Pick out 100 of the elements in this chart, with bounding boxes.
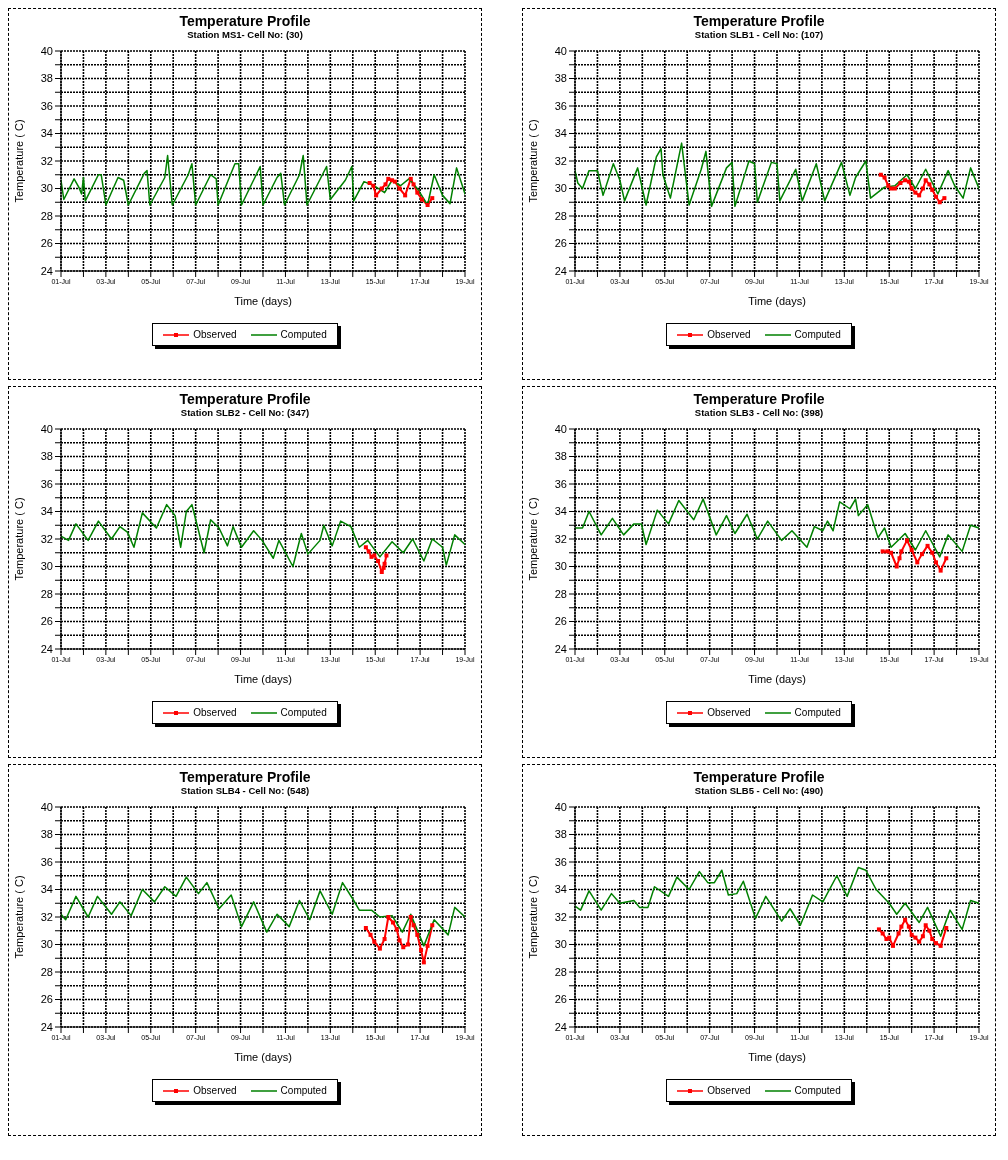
chart-subtitle: Station SLB2 - Cell No: (347): [179, 407, 311, 419]
y-axis-title: Temperature ( C): [12, 119, 25, 203]
point: [366, 549, 371, 554]
point: [890, 943, 895, 948]
point: [925, 543, 930, 548]
point: [909, 186, 914, 191]
y-tick-label: 28: [40, 587, 53, 600]
point: [933, 560, 938, 565]
point: [876, 927, 881, 932]
point: [915, 560, 920, 565]
point: [942, 196, 947, 201]
chart-title: Temperature Profile: [178, 13, 312, 29]
point: [880, 549, 885, 554]
y-axis-title: Temperature ( C): [12, 497, 25, 581]
y-tick-label: 24: [40, 264, 53, 277]
y-tick-label: 40: [554, 422, 567, 435]
legend-label: Observed: [707, 1085, 751, 1096]
legend-label: Observed: [707, 329, 751, 340]
point: [411, 923, 416, 928]
point: [923, 923, 928, 928]
y-axis-title: Temperature ( C): [526, 497, 539, 581]
y-tick-label: 34: [554, 127, 567, 140]
point: [363, 545, 368, 550]
y-tick-label: 34: [554, 883, 567, 896]
point: [906, 179, 911, 184]
y-tick-label: 32: [40, 154, 53, 167]
chart-subtitle: Station SLB3 - Cell No: (398): [693, 407, 825, 419]
point: [930, 937, 935, 941]
y-tick-label: 38: [40, 450, 53, 463]
point: [880, 931, 885, 936]
point: [383, 182, 388, 187]
chart-title: Temperature Profile: [178, 769, 312, 785]
y-tick-label: 28: [554, 965, 567, 978]
chart-title: Temperature Profile: [178, 391, 312, 407]
point: [411, 182, 416, 187]
point: [374, 193, 379, 198]
point: [878, 172, 883, 177]
y-tick-label: 38: [40, 828, 53, 841]
point: [397, 186, 402, 191]
legend-label: Computed: [794, 329, 841, 340]
x-axis-title: Time (days): [748, 295, 806, 307]
point: [381, 565, 386, 570]
y-tick-label: 30: [554, 182, 567, 195]
y-tick-label: 32: [40, 532, 53, 545]
y-tick-label: 24: [554, 264, 567, 277]
y-tick-label: 30: [40, 182, 53, 195]
point: [913, 190, 918, 195]
y-axis-title: Temperature ( C): [526, 119, 539, 203]
y-tick-label: 36: [554, 855, 567, 868]
legend-label: Observed: [707, 707, 751, 718]
point: [896, 931, 901, 936]
point: [425, 203, 430, 207]
y-tick-label: 26: [40, 615, 53, 628]
point: [430, 923, 435, 928]
point: [889, 550, 894, 555]
point: [405, 942, 410, 947]
y-tick-label: 30: [554, 938, 567, 951]
y-tick-label: 40: [40, 800, 53, 813]
legend-label: Computed: [280, 329, 327, 340]
point: [899, 924, 904, 929]
y-tick-label: 36: [554, 477, 567, 490]
point: [889, 186, 894, 191]
point: [421, 960, 426, 965]
point: [886, 183, 891, 188]
y-tick-label: 38: [40, 72, 53, 85]
point: [425, 943, 430, 948]
chart-title: Temperature Profile: [692, 391, 826, 407]
y-tick-label: 38: [554, 72, 567, 85]
point: [386, 176, 391, 181]
legend-label: Computed: [794, 1085, 841, 1096]
point: [930, 187, 935, 192]
legend-label: Computed: [794, 707, 841, 718]
chart-title: Temperature Profile: [692, 769, 826, 785]
x-axis-title: Time (days): [234, 295, 292, 307]
y-tick-label: 38: [554, 828, 567, 841]
legend-label: Observed: [193, 1085, 237, 1096]
legend-label: Observed: [193, 329, 237, 340]
legend-label: Computed: [280, 707, 327, 718]
point: [419, 197, 424, 202]
y-tick-label: 36: [40, 477, 53, 490]
point: [930, 550, 935, 555]
y-tick-label: 28: [554, 209, 567, 222]
x-axis-title: Time (days): [234, 1051, 292, 1063]
point: [938, 568, 943, 573]
legend-label: Computed: [280, 1085, 327, 1096]
point: [394, 927, 399, 932]
point: [382, 561, 387, 566]
point: [938, 943, 943, 948]
point: [376, 559, 381, 563]
point: [927, 928, 932, 933]
y-tick-label: 26: [40, 237, 53, 250]
chart-subtitle: Station MS1- Cell No: (30): [186, 29, 304, 41]
y-tick-label: 34: [40, 883, 53, 896]
point: [933, 941, 938, 946]
point: [882, 175, 887, 180]
y-tick-label: 40: [554, 800, 567, 813]
point: [379, 570, 384, 574]
y-tick-label: 28: [40, 209, 53, 222]
point: [408, 176, 413, 181]
point: [917, 193, 922, 198]
